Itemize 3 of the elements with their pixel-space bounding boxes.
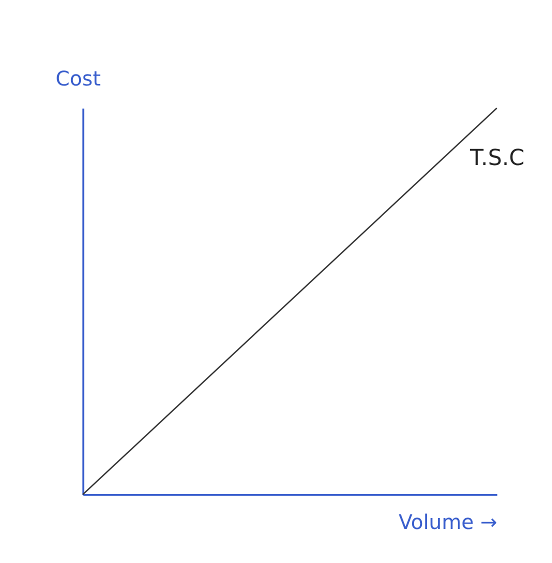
x-axis-title: Volume → — [398, 510, 498, 534]
annotation: T.S.C — [469, 146, 524, 172]
y-axis-title: Cost — [56, 66, 101, 91]
